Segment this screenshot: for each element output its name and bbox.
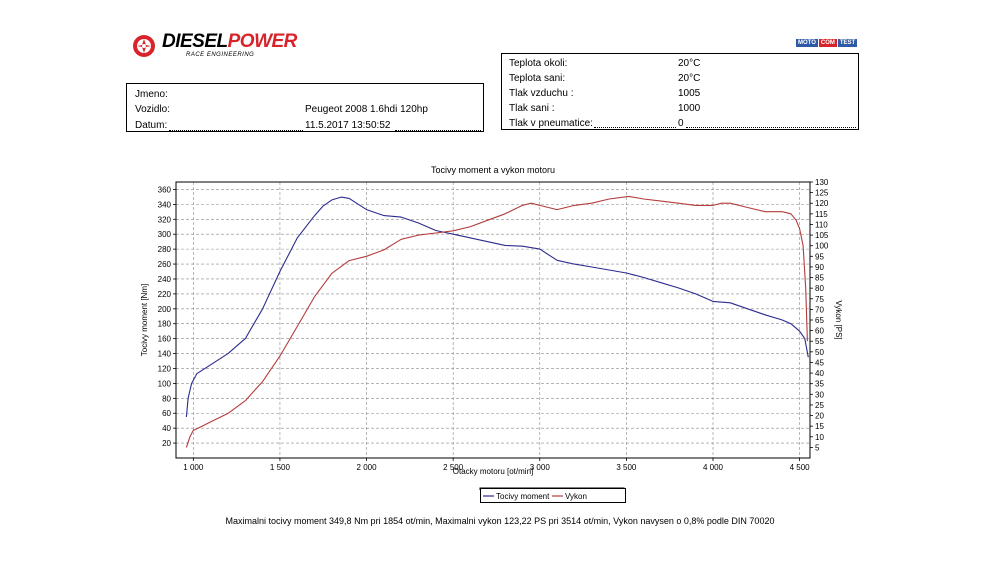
y-tick-label: 60	[162, 409, 171, 418]
y-tick-label: 200	[158, 305, 172, 314]
y2-tick-label: 15	[815, 422, 824, 431]
logo-wordmark: DIESELPOWER	[162, 31, 297, 53]
y2-tick-label: 90	[815, 263, 824, 272]
y-tick-label: 180	[158, 320, 172, 329]
y2-tick-label: 60	[815, 327, 824, 336]
legend-items: Tocivy moment Vykon	[480, 488, 626, 503]
field-vozidlo-value: Peugeot 2008 1.6hdi 120hp	[305, 104, 428, 115]
field-tlak-sani-label: Tlak sani :	[509, 103, 555, 114]
y2-tick-label: 25	[815, 401, 824, 410]
y-tick-label: 300	[158, 230, 172, 239]
field-tlak-sani-value: 1000	[678, 103, 701, 114]
field-datum-label: Datum:	[135, 120, 168, 131]
field-tlak-vzduchu-value: 1005	[678, 88, 701, 99]
y2-tick-label: 5	[815, 443, 820, 452]
x-tick-label: 1 000	[183, 463, 204, 472]
x-tick-label: 3 500	[616, 463, 637, 472]
field-teplota-sani-label: Teplota sani:	[509, 73, 566, 84]
dyno-chart: Tocivy moment a vykon motoru 1 000 1 500 2…	[140, 165, 843, 490]
field-datum-value: 11.5.2017 13:50:52	[305, 120, 391, 131]
turbo-logo-icon	[133, 35, 155, 57]
x-axis-ticks: 1 000 1 500 2 000 2 500 3 000 3 500 4 000 4 500	[183, 458, 810, 472]
y2-tick-label: 120	[815, 199, 829, 208]
y-tick-label: 100	[158, 379, 172, 388]
field-teplota-okoli-value: 20°C	[678, 58, 701, 69]
y2-tick-label: 10	[815, 433, 824, 442]
y2-tick-label: 65	[815, 316, 824, 325]
field-tlak-pneumatice-value: 0	[678, 118, 684, 129]
y2-tick-label: 55	[815, 337, 824, 346]
y2-tick-label: 35	[815, 380, 824, 389]
y2-tick-label: 110	[815, 220, 828, 229]
badge-part-com: COM	[818, 39, 837, 47]
y2-tick-label: 30	[815, 390, 824, 399]
y2-tick-label: 130	[815, 178, 829, 187]
plot-frame	[175, 181, 811, 459]
y2-tick-label: 105	[815, 231, 829, 240]
logo-brand-dark: DIESEL	[162, 31, 228, 52]
y2-axis-label: Vykon [PS]	[834, 300, 843, 339]
x-tick-label: 2 500	[443, 463, 464, 472]
y-tick-label: 260	[158, 260, 172, 269]
x-tick-label: 4 000	[703, 463, 724, 472]
logo-brand-red: POWER	[227, 31, 298, 52]
vehicle-info-box: Jmeno: Vozidlo: Peugeot 2008 1.6hdi 120h…	[126, 83, 484, 132]
y2-tick-label: 115	[815, 210, 828, 219]
chart-footer-note: Maximalni tocivy moment 349,8 Nm pri 185…	[225, 516, 775, 526]
legend-label-torque: Tocivy moment	[496, 492, 550, 501]
legend-label-power: Vykon	[565, 492, 587, 501]
y-tick-label: 220	[158, 290, 172, 299]
series-layer	[185, 195, 809, 448]
datum-trailing-line	[395, 130, 481, 131]
x-tick-label: 3 000	[530, 463, 551, 472]
x-tick-label: 4 500	[790, 463, 811, 472]
y2-tick-label: 20	[815, 412, 824, 421]
chart-grid	[176, 182, 810, 458]
pneumatice-leader-line	[594, 127, 676, 128]
logo-subtitle: RACE ENGINEERING	[186, 52, 255, 58]
y-tick-label: 140	[158, 350, 172, 359]
y2-tick-label: 70	[815, 305, 824, 314]
datum-leader-line	[169, 130, 303, 131]
badge-part-moto: MOTO	[796, 39, 818, 47]
y-tick-label: 280	[158, 245, 172, 254]
y2-tick-label: 85	[815, 274, 824, 283]
y-axis-ticks: 20 40 60 80 100 120 140 160 180 200 220 240 260 280 30…	[158, 185, 176, 448]
series-line-torque	[185, 196, 809, 418]
y-tick-label: 120	[158, 364, 172, 373]
y-tick-label: 20	[162, 439, 171, 448]
y2-tick-label: 45	[815, 358, 824, 367]
y-tick-label: 320	[158, 215, 172, 224]
y-tick-label: 80	[162, 394, 171, 403]
series-line-power	[185, 195, 808, 448]
y2-tick-label: 95	[815, 252, 824, 261]
field-vozidlo-label: Vozidlo:	[135, 104, 171, 115]
pneumatice-trailing-line	[686, 127, 856, 128]
x-tick-label: 1 500	[270, 463, 291, 472]
y2-tick-label: 75	[815, 295, 824, 304]
y-tick-label: 360	[158, 185, 172, 194]
y-tick-label: 240	[158, 275, 172, 284]
field-teplota-sani-value: 20°C	[678, 73, 701, 84]
motocom-test-badge: MOTO COM TEST	[796, 38, 858, 48]
y-tick-label: 40	[162, 424, 171, 433]
x-tick-label: 2 000	[357, 463, 378, 472]
y-tick-label: 340	[158, 200, 172, 209]
field-jmeno-label: Jmeno:	[135, 89, 168, 100]
chart-title: Tocivy moment a vykon motoru	[431, 165, 555, 175]
field-tlak-vzduchu-label: Tlak vzduchu :	[509, 88, 574, 99]
y2-tick-label: 125	[815, 189, 829, 198]
conditions-box: Teplota okoli: 20°C Teplota sani: 20°C T…	[501, 53, 859, 130]
badge-part-test: TEST	[837, 39, 858, 47]
y2-tick-label: 100	[815, 242, 829, 251]
y-axis-label: Tocivy moment [Nm]	[140, 284, 149, 356]
y2-tick-label: 40	[815, 369, 824, 378]
y2-tick-label: 80	[815, 284, 824, 293]
y-tick-label: 160	[158, 335, 172, 344]
field-teplota-okoli-label: Teplota okoli:	[509, 58, 568, 69]
field-tlak-pneumatice-label: Tlak v pneumatice:	[509, 118, 593, 129]
y2-tick-label: 50	[815, 348, 824, 357]
x-axis-label: Otacky motoru [ot/min]	[453, 467, 533, 476]
